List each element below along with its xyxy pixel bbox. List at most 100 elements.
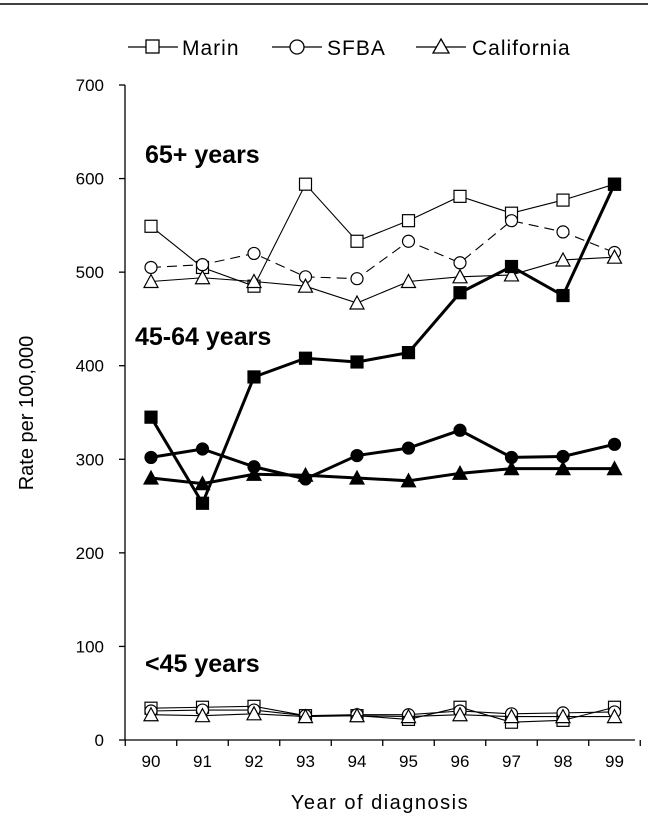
data-point-california (451, 465, 469, 480)
legend-item-california: California (416, 37, 571, 60)
x-tick-label: 95 (399, 752, 418, 771)
data-point-california (606, 708, 623, 724)
data-point-marin (453, 286, 467, 300)
group-label-45-64: 45-64 years (135, 323, 271, 351)
data-point-marin (504, 259, 519, 274)
data-point-marin (607, 177, 622, 191)
data-point-marin (144, 410, 158, 424)
data-point-california (194, 475, 211, 491)
data-point-california (245, 273, 263, 289)
legend-california-triangle-icon (431, 37, 451, 54)
y-tick-label: 400 (76, 357, 104, 376)
group-0 (142, 177, 623, 310)
data-point-sfba (453, 256, 467, 270)
data-point-california (245, 465, 263, 481)
data-point-sfba (247, 246, 261, 261)
y-tick-label: 200 (76, 544, 104, 563)
data-point-sfba (453, 423, 467, 437)
data-point-california (245, 705, 263, 721)
x-tick-label: 90 (142, 752, 161, 771)
legend-item-sfba: SFBA (272, 37, 386, 60)
series-line-sfba (150, 220, 615, 280)
data-point-california (400, 273, 417, 289)
group-2 (142, 699, 623, 729)
plot-area (142, 177, 623, 729)
legend-sfba-label: SFBA (327, 37, 386, 60)
data-point-california (451, 268, 469, 284)
x-tick-label: 97 (502, 752, 521, 771)
group-1 (142, 177, 623, 510)
data-point-marin (401, 346, 416, 360)
series-line-california (150, 467, 615, 486)
data-point-marin (556, 288, 570, 303)
legend: Marin SFBA California (128, 37, 571, 60)
y-axis-ticks: 0 100 200 300 400 500 600 700 (76, 76, 125, 750)
x-tick-label: 94 (348, 752, 367, 771)
data-point-marin (556, 193, 570, 207)
data-point-california (503, 266, 520, 282)
data-point-sfba (144, 260, 158, 275)
data-point-california (606, 460, 623, 476)
data-point-california (503, 460, 520, 476)
series-line-marin (150, 705, 615, 723)
series-line-california (150, 713, 615, 718)
data-point-sfba (401, 441, 416, 455)
data-point-sfba (144, 450, 158, 465)
data-point-california (142, 469, 160, 485)
data-point-marin (144, 219, 158, 233)
y-axis-title: Rate per 100,000 (16, 336, 38, 491)
data-point-california (194, 707, 211, 723)
data-point-california (606, 248, 623, 264)
legend-marin-square-icon (145, 39, 160, 54)
data-point-california (142, 706, 160, 722)
group-label-65-plus: 65+ years (145, 141, 260, 169)
data-point-california (142, 273, 160, 289)
y-tick-label: 500 (76, 263, 104, 282)
group-label-under-45: <45 years (145, 650, 260, 678)
data-point-marin (195, 496, 210, 510)
series-line-marin (149, 183, 616, 507)
series-line-sfba (150, 709, 615, 717)
data-point-california (348, 469, 366, 485)
legend-california-label: California (472, 37, 571, 60)
data-point-sfba (607, 437, 622, 451)
data-point-sfba (350, 272, 364, 286)
x-axis-title: Year of diagnosis (291, 792, 469, 813)
data-point-marin (350, 234, 364, 248)
data-point-marin (247, 370, 261, 384)
y-tick-label: 300 (76, 450, 104, 469)
data-point-california (400, 708, 417, 724)
x-tick-label: 91 (193, 752, 212, 771)
data-point-california (297, 708, 314, 724)
y-tick-label: 700 (76, 76, 104, 95)
y-tick-label: 100 (76, 637, 104, 656)
data-point-california (503, 708, 520, 724)
data-point-california (400, 472, 417, 488)
data-point-california (554, 460, 572, 476)
x-tick-label: 99 (605, 752, 624, 771)
data-point-sfba (556, 225, 570, 239)
data-point-sfba (195, 442, 210, 456)
x-axis-ticks: 90 91 92 93 94 95 96 97 98 99 (124, 740, 641, 771)
x-tick-label: 93 (296, 752, 315, 771)
legend-item-marin: Marin (128, 37, 240, 60)
data-point-marin (401, 214, 416, 228)
data-point-california (348, 707, 366, 723)
data-point-sfba (195, 258, 210, 272)
legend-marin-label: Marin (182, 37, 240, 60)
data-point-marin (298, 177, 313, 191)
legend-sfba-circle-icon (289, 39, 305, 55)
data-point-california (348, 294, 366, 310)
x-tick-label: 96 (451, 752, 470, 771)
data-point-sfba (504, 214, 519, 228)
data-point-california (297, 277, 314, 293)
data-point-sfba (401, 234, 416, 248)
series-line-marin (150, 183, 615, 287)
data-point-california (451, 706, 469, 722)
data-point-california (554, 708, 572, 724)
data-point-sfba (350, 448, 364, 463)
y-tick-label: 600 (76, 170, 104, 189)
data-point-california (194, 269, 211, 285)
data-point-california (297, 466, 314, 482)
